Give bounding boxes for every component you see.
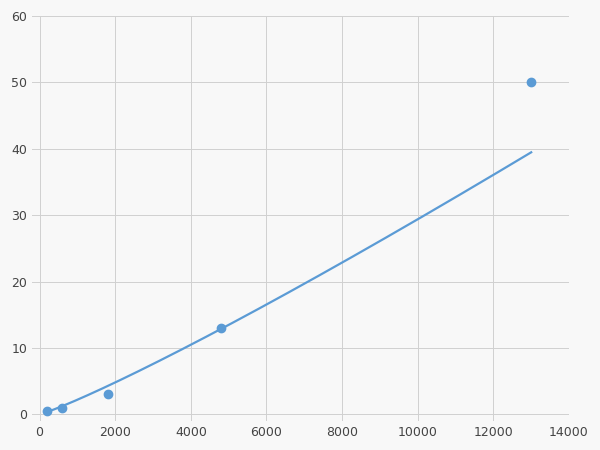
Point (216, 324, 226, 332)
Point (58, 404, 67, 411)
Point (43, 407, 52, 414)
Point (103, 391, 112, 398)
Point (526, 79, 536, 86)
